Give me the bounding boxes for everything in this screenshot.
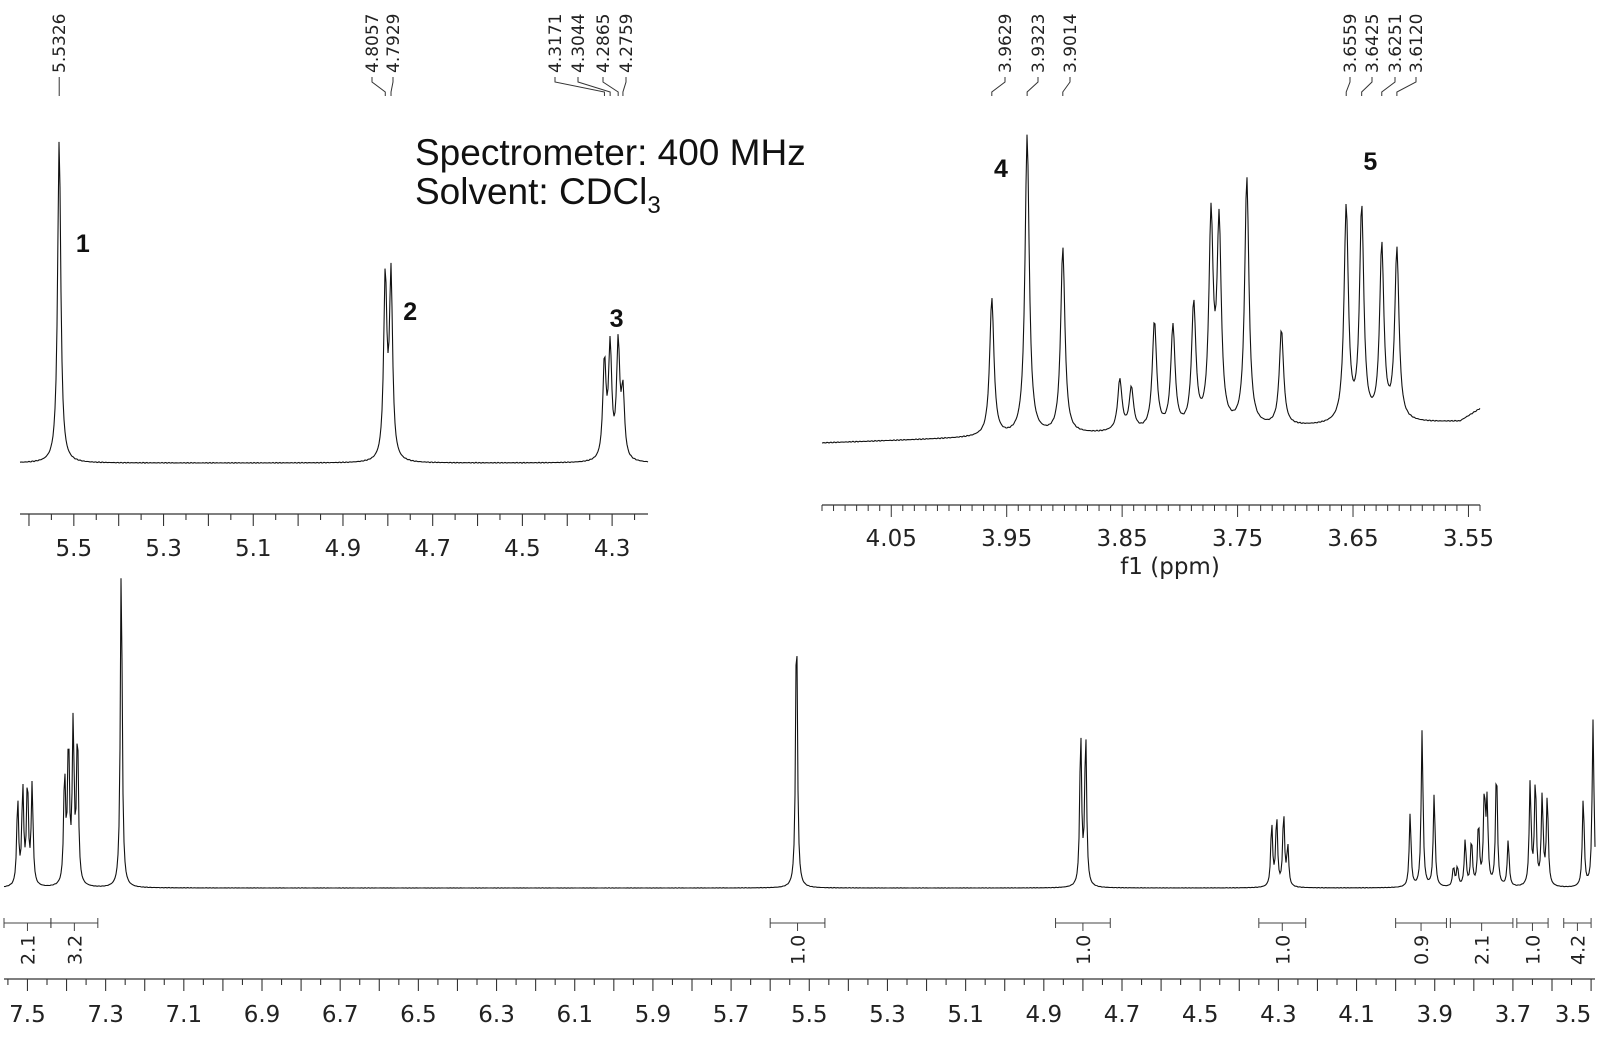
peak-label: 3.9323 [1029, 14, 1049, 73]
x-tick-label: 4.3 [594, 536, 631, 562]
peak-label: 3.6425 [1363, 14, 1383, 73]
x-tick-label: 4.5 [504, 536, 541, 562]
x-tick-label: 5.1 [947, 1002, 984, 1028]
x-tick-label: 3.55 [1443, 526, 1494, 552]
inset-spectrum-right: 4.05 3.95 3.85 3.75 3.65 3.55 f1 (ppm) 3.9629 3.… [821, 14, 1494, 580]
x-tick-label: 4.7 [1104, 1002, 1141, 1028]
spectrum-trace [821, 134, 1481, 444]
signal-number: 4 [994, 155, 1008, 183]
integral-value: 2.1 [1472, 935, 1494, 965]
x-tick-label: 5.5 [56, 536, 93, 562]
x-tick-label: 6.9 [244, 1002, 281, 1028]
full-spectrum: 2.1 3.2 1.0 1.0 1.0 0.9 2.1 1.0 4.2 7.5 7.3 7.1 6.9 6… [3, 578, 1596, 1028]
x-tick-label: 3.65 [1327, 526, 1378, 552]
solvent-text: Solvent: CDCl [415, 171, 647, 212]
peak-leader-line [1026, 77, 1039, 96]
x-tick-label: 7.3 [87, 1002, 124, 1028]
peak-label: 3.9014 [1061, 14, 1081, 73]
inset-spectrum-left: 5.5 5.3 5.1 4.9 4.7 4.5 4.3 5.5326 4.8057 4.7929 4… [19, 14, 649, 562]
x-tick-label: 3.7 [1495, 1002, 1532, 1028]
spectrum-trace [19, 141, 649, 464]
x-tick-label: 3.85 [1097, 526, 1148, 552]
signal-number: 5 [1363, 148, 1377, 176]
peak-leader-line [1381, 77, 1396, 96]
peak-label: 4.3044 [569, 14, 589, 73]
x-tick-label: 5.1 [235, 536, 272, 562]
x-tick-label: 4.05 [866, 526, 917, 552]
peak-leader-line [554, 77, 605, 96]
peak-leader-line [622, 77, 627, 96]
x-tick-label: 3.95 [981, 526, 1032, 552]
integral-value: 4.2 [1567, 935, 1589, 965]
integral-value: 0.9 [1411, 935, 1433, 965]
signal-number: 3 [610, 305, 624, 333]
peak-leader-line [390, 77, 394, 96]
peak-label: 5.5326 [50, 14, 70, 73]
peak-leader-line [1062, 77, 1071, 96]
peak-leader-line [371, 77, 386, 96]
x-tick-label: 4.9 [1026, 1002, 1063, 1028]
x-tick-label: 3.9 [1416, 1002, 1453, 1028]
x-tick-label: 3.75 [1212, 526, 1263, 552]
peak-leader-line [602, 77, 619, 96]
peak-label: 4.7929 [384, 14, 404, 73]
peak-label: 4.3171 [546, 14, 566, 73]
peak-leader-line [1345, 77, 1351, 96]
x-tick-label: 5.5 [791, 1002, 828, 1028]
signal-number: 1 [76, 230, 90, 258]
signal-number: 2 [403, 298, 417, 326]
x-tick-label: 6.7 [322, 1002, 359, 1028]
x-tick-label: 4.1 [1338, 1002, 1375, 1028]
spectrometer-label: Spectrometer: 400 MHz [415, 132, 806, 173]
integral-value: 1.0 [788, 935, 810, 965]
integral-value: 1.0 [1272, 935, 1294, 965]
peak-leader-line [577, 77, 611, 96]
x-tick-label: 5.9 [635, 1002, 672, 1028]
x-tick-label: 5.3 [145, 536, 182, 562]
x-tick-label: 3.5 [1555, 1002, 1592, 1028]
integral-value: 2.1 [17, 935, 39, 965]
peak-leader-line [1396, 77, 1417, 96]
x-tick-label: 4.3 [1260, 1002, 1297, 1028]
x-axis-title: f1 (ppm) [1120, 554, 1220, 580]
peak-leader-line [991, 77, 1006, 96]
integral-value: 1.0 [1073, 935, 1095, 965]
peak-label: 4.8057 [363, 14, 383, 73]
x-tick-label: 7.1 [166, 1002, 203, 1028]
x-tick-label: 4.9 [325, 536, 362, 562]
x-tick-label: 5.7 [713, 1002, 750, 1028]
peak-label: 3.6559 [1341, 14, 1361, 73]
peak-label: 4.2865 [594, 14, 614, 73]
peak-leader-line [1361, 77, 1373, 96]
peak-label: 4.2759 [617, 14, 637, 73]
x-tick-label: 7.5 [9, 1002, 46, 1028]
x-tick-label: 6.1 [556, 1002, 593, 1028]
x-tick-label: 6.5 [400, 1002, 437, 1028]
integral-value: 1.0 [1522, 935, 1544, 965]
spectrometer-info: Spectrometer: 400 MHz Solvent: CDCl3 [415, 132, 806, 219]
peak-label: 3.6120 [1407, 14, 1427, 73]
x-tick-label: 4.5 [1182, 1002, 1219, 1028]
x-tick-label: 4.7 [414, 536, 451, 562]
solvent-subscript: 3 [647, 192, 660, 219]
solvent-label: Solvent: CDCl3 [415, 171, 661, 219]
integral-value: 3.2 [64, 935, 86, 965]
peak-label: 3.6251 [1386, 14, 1406, 73]
spectrum-trace [3, 578, 1596, 889]
x-tick-label: 5.3 [869, 1002, 906, 1028]
peak-label: 3.9629 [996, 14, 1016, 73]
x-tick-label: 6.3 [478, 1002, 515, 1028]
